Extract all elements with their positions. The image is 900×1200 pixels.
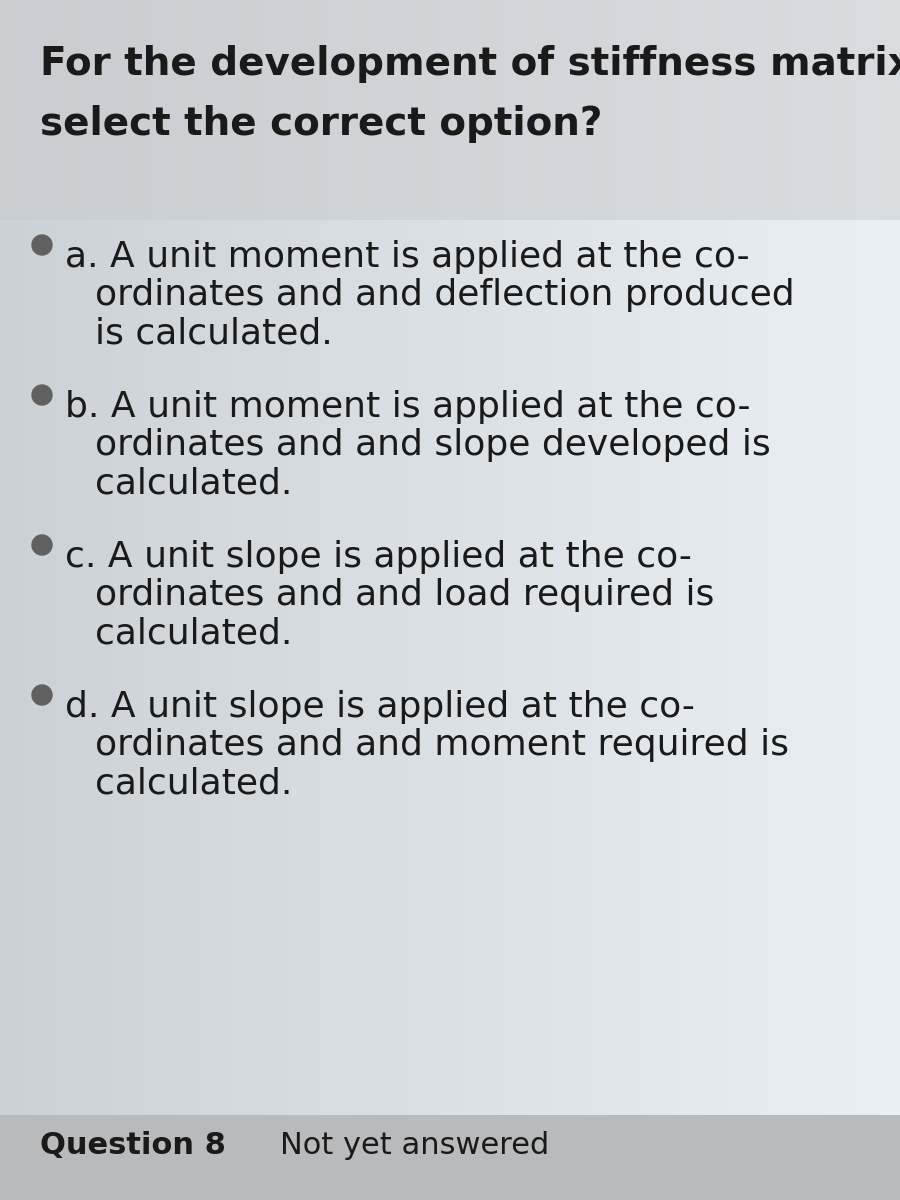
Text: b. A unit moment is applied at the co-: b. A unit moment is applied at the co- — [65, 390, 751, 424]
Bar — [0, 1115, 900, 1200]
Text: calculated.: calculated. — [95, 766, 292, 800]
Circle shape — [32, 535, 52, 554]
Text: ordinates and and slope developed is: ordinates and and slope developed is — [95, 428, 770, 462]
Text: Not yet answered: Not yet answered — [280, 1130, 549, 1159]
Circle shape — [32, 235, 52, 254]
Bar — [0, 0, 900, 220]
Text: select the correct option?: select the correct option? — [40, 104, 602, 143]
Text: ordinates and and moment required is: ordinates and and moment required is — [95, 728, 789, 762]
Text: Question 8: Question 8 — [40, 1130, 226, 1159]
Text: a. A unit moment is applied at the co-: a. A unit moment is applied at the co- — [65, 240, 750, 274]
Text: is calculated.: is calculated. — [95, 316, 333, 350]
Text: c. A unit slope is applied at the co-: c. A unit slope is applied at the co- — [65, 540, 692, 574]
Text: calculated.: calculated. — [95, 616, 292, 650]
Circle shape — [32, 685, 52, 704]
Text: ordinates and and deflection produced: ordinates and and deflection produced — [95, 278, 795, 312]
Text: ordinates and and load required is: ordinates and and load required is — [95, 578, 715, 612]
Circle shape — [32, 385, 52, 404]
Text: d. A unit slope is applied at the co-: d. A unit slope is applied at the co- — [65, 690, 695, 724]
Text: For the development of stiffness matrix,: For the development of stiffness matrix, — [40, 44, 900, 83]
Text: calculated.: calculated. — [95, 466, 292, 500]
